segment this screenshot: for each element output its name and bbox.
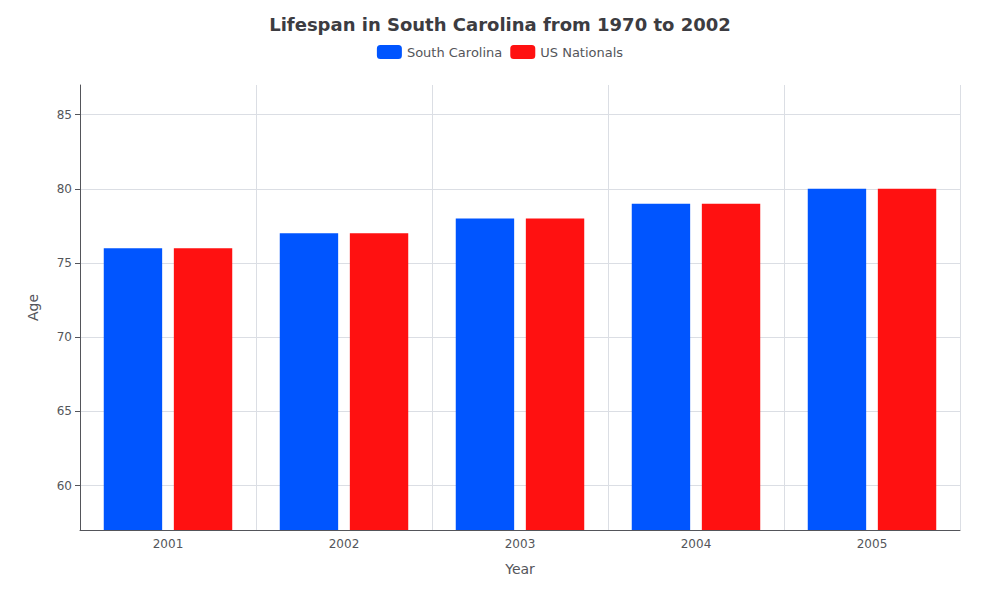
svg-text:2002: 2002 [329,537,360,551]
svg-text:Lifespan in South Carolina fro: Lifespan in South Carolina from 1970 to … [269,14,731,35]
svg-text:2005: 2005 [857,537,888,551]
svg-text:75: 75 [57,256,72,270]
svg-text:2001: 2001 [153,537,184,551]
svg-text:South Carolina: South Carolina [407,45,502,60]
svg-text:Age: Age [25,294,41,321]
svg-text:2004: 2004 [681,537,712,551]
svg-text:2003: 2003 [505,537,536,551]
svg-text:65: 65 [57,404,72,418]
svg-text:85: 85 [57,108,72,122]
svg-text:Year: Year [504,561,535,577]
svg-text:80: 80 [57,182,72,196]
svg-text:US Nationals: US Nationals [540,45,623,60]
svg-text:60: 60 [57,479,72,493]
svg-text:70: 70 [57,330,72,344]
